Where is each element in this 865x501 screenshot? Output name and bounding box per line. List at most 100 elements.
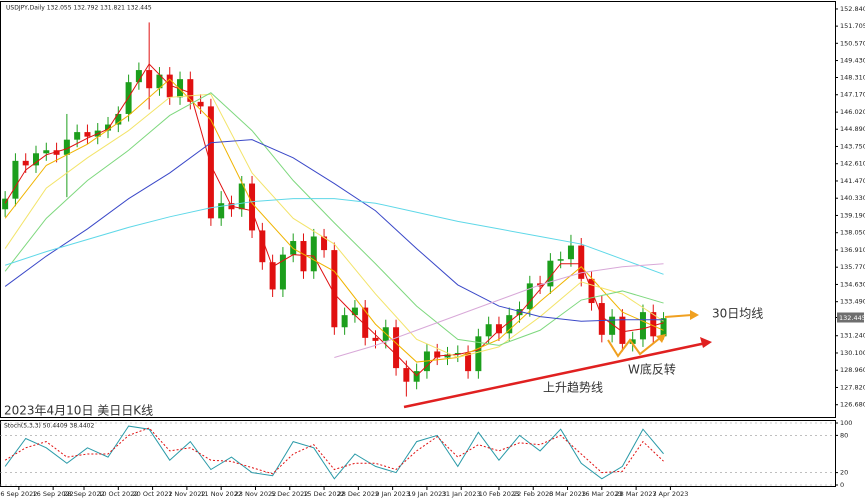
y-tick-label: 140.330 xyxy=(840,194,865,202)
y-tick-label: 136.910 xyxy=(840,246,865,254)
candle-body xyxy=(351,307,358,316)
candle-body xyxy=(331,250,338,328)
candle-body xyxy=(249,183,256,231)
y-tick-label: 20 xyxy=(840,469,848,477)
candle-body xyxy=(207,106,214,219)
x-tick-label: 9 Jan 2023 xyxy=(375,490,410,498)
candle-body xyxy=(259,230,266,263)
candle-body xyxy=(454,352,461,355)
y-tick-label: 150.570 xyxy=(840,39,865,47)
candle-body xyxy=(413,371,420,382)
x-tick-label: 1 Nov 2022 xyxy=(168,490,206,498)
candle-body xyxy=(650,312,657,337)
chart-title: USDJPY,Daily 132.055 132.792 131.821 132… xyxy=(6,5,152,12)
y-tick-label: 148.310 xyxy=(840,73,865,81)
x-tick-label: 6 Mar 2023 xyxy=(549,490,586,498)
stoch-panel-frame xyxy=(0,420,836,487)
candle-body xyxy=(403,368,410,382)
candle-body xyxy=(218,203,225,219)
x-tick-label: 10 Feb 2023 xyxy=(479,490,519,498)
series-line xyxy=(4,93,664,359)
y-tick-label: 130.100 xyxy=(840,349,865,357)
candle-body xyxy=(135,70,142,83)
y-tick-label: 142.610 xyxy=(840,160,865,168)
candle-body xyxy=(166,74,173,98)
ma30-annotation: 30日均线 xyxy=(712,307,763,321)
y-tick-label: 128.960 xyxy=(840,366,865,374)
main-plot xyxy=(2,22,667,397)
candle-body xyxy=(187,79,194,102)
y-tick-label: 144.890 xyxy=(840,125,865,133)
y-tick-label: 139.190 xyxy=(840,211,865,219)
candle-body xyxy=(434,351,441,358)
candle-body xyxy=(177,79,184,98)
ma30-arrow-head xyxy=(690,310,699,320)
y-tick-label: 146.020 xyxy=(840,108,865,116)
y-tick-label: 143.750 xyxy=(840,142,865,150)
candle-body xyxy=(33,153,40,166)
candle-body xyxy=(290,241,297,255)
trend-annotation: 上升趋势线 xyxy=(543,381,603,395)
candle-body xyxy=(567,245,574,260)
candle-body xyxy=(84,132,91,137)
x-tick-label: 6 Sep 2022 xyxy=(0,490,37,498)
candle-body xyxy=(362,307,369,338)
candle-body xyxy=(609,316,616,335)
trend-arrow-head xyxy=(700,337,712,348)
candle-body xyxy=(115,113,122,125)
last-price-box xyxy=(837,312,864,323)
series-line xyxy=(4,425,664,480)
series-line xyxy=(4,78,664,363)
y-tick-label: 151.705 xyxy=(840,22,865,30)
x-tick-label: 15 Dec 2022 xyxy=(303,490,345,498)
candle-body xyxy=(43,150,50,154)
candle-body xyxy=(63,139,70,155)
y-tick-label: 100 xyxy=(840,419,852,427)
trend-line xyxy=(403,341,707,409)
candle-body xyxy=(598,303,605,335)
y-tick-label: 126.680 xyxy=(840,401,865,409)
candle-body xyxy=(146,70,153,89)
y-tick-label: 0 xyxy=(840,481,844,489)
candle-body xyxy=(485,324,492,337)
candle-body xyxy=(156,74,163,89)
candle-body xyxy=(444,354,451,358)
series-line xyxy=(4,92,664,346)
candle-body xyxy=(269,262,276,290)
x-tick-label: 31 Jan 2023 xyxy=(442,490,481,498)
candle-body xyxy=(105,124,112,131)
x-tick-label: 19 Jan 2023 xyxy=(407,490,446,498)
stoch-title: Stoch(5,3,3) 50.4409 38.4402 xyxy=(4,423,95,430)
y-tick-label: 141.470 xyxy=(840,177,865,185)
series-line xyxy=(4,427,664,475)
candle-body xyxy=(74,132,81,140)
x-tick-label: 23 Nov 2022 xyxy=(235,490,277,498)
candle-body xyxy=(393,327,400,369)
y-tick-label: 135.770 xyxy=(840,263,865,271)
candle-body xyxy=(279,254,286,290)
candle-body xyxy=(238,183,245,210)
candle-body xyxy=(526,283,533,310)
last-price-label: 132.445 xyxy=(839,314,865,322)
candle-body xyxy=(2,198,9,210)
x-tick-label: 5 Dec 2022 xyxy=(271,490,308,498)
y-tick-label: 147.170 xyxy=(840,91,865,99)
y-tick-label: 127.820 xyxy=(840,383,865,391)
y-tick-label: 149.430 xyxy=(840,57,865,65)
candle-body xyxy=(372,337,379,341)
candle-body xyxy=(629,339,636,344)
w-arrow-head xyxy=(656,334,666,343)
x-tick-label: 11 Nov 2022 xyxy=(200,490,242,498)
candle-body xyxy=(475,336,482,372)
x-tick-label: 28 Dec 2022 xyxy=(338,490,380,498)
date-caption: 2023年4月10日 美日日K线 xyxy=(4,404,153,418)
x-tick-label: 10 Oct 2022 xyxy=(98,490,138,498)
candle-body xyxy=(22,160,29,166)
y-tick-label: 131.240 xyxy=(840,332,865,340)
x-tick-label: 16 Mar 2023 xyxy=(581,490,622,498)
candle-body xyxy=(619,316,626,344)
series-line xyxy=(4,198,664,275)
candle-body xyxy=(506,315,513,334)
w-arrow xyxy=(607,337,661,358)
candle-body xyxy=(639,312,646,340)
